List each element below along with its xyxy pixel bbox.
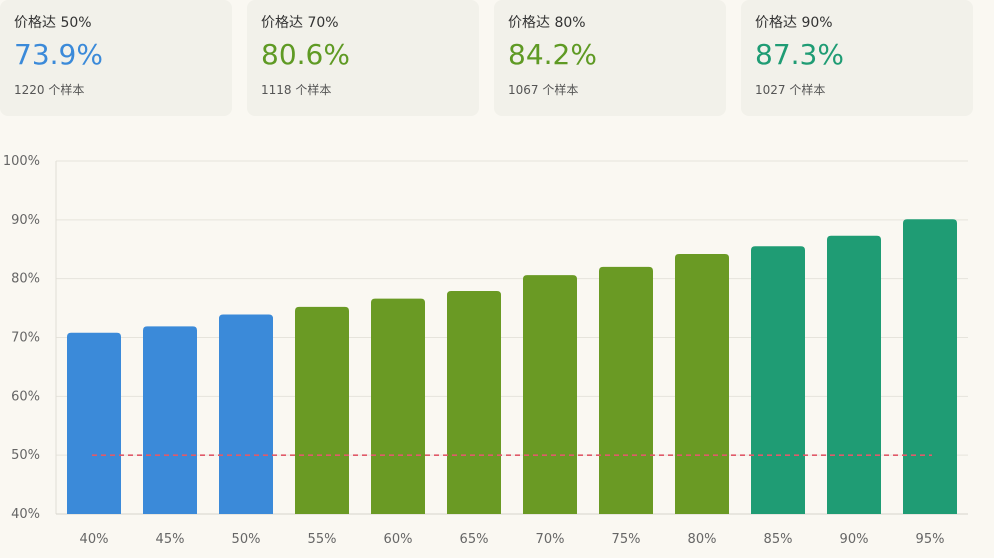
- card-sample-count: 1118 个样本: [261, 83, 332, 97]
- summary-card-50: 价格达 50% 73.9% 1220 个样本: [0, 0, 232, 116]
- card-sample-count: 1220 个样本: [14, 83, 85, 97]
- y-tick-label: 40%: [11, 507, 40, 522]
- bar-70pct: [523, 275, 577, 514]
- chart-bars: [67, 219, 957, 515]
- y-tick-label: 90%: [11, 213, 40, 228]
- bar-65pct: [447, 291, 501, 514]
- x-tick-label: 40%: [80, 532, 109, 547]
- chart-grid: [55, 160, 968, 515]
- card-value: 84.2%: [508, 38, 597, 71]
- summary-card-90: 价格达 90% 87.3% 1027 个样本: [741, 0, 973, 116]
- card-value: 80.6%: [261, 38, 350, 71]
- x-tick-label: 80%: [688, 532, 717, 547]
- card-sample-count: 1067 个样本: [508, 83, 579, 97]
- card-value: 87.3%: [755, 38, 844, 71]
- x-tick-label: 90%: [840, 532, 869, 547]
- card-label: 价格达 70%: [261, 15, 339, 31]
- bar-55pct: [295, 306, 349, 514]
- x-tick-label: 65%: [460, 532, 489, 547]
- x-tick-label: 85%: [764, 532, 793, 547]
- summary-card-70: 价格达 70% 80.6% 1118 个样本: [247, 0, 479, 116]
- x-tick-label: 95%: [916, 532, 945, 547]
- y-tick-label: 50%: [11, 448, 40, 463]
- bar-45pct: [143, 326, 197, 514]
- card-label: 价格达 50%: [14, 15, 92, 31]
- bar-75pct: [599, 266, 653, 514]
- bar-chart: 40% 50% 60% 70% 80% 90% 100% 40% 45% 50% 55% 60% 65%…: [3, 154, 968, 547]
- x-tick-label: 55%: [308, 532, 337, 547]
- card-label: 价格达 80%: [508, 15, 586, 31]
- x-tick-label: 50%: [232, 532, 261, 547]
- x-tick-label: 60%: [384, 532, 413, 547]
- card-value: 73.9%: [14, 38, 103, 71]
- bar-40pct: [67, 332, 121, 514]
- card-label: 价格达 90%: [755, 15, 833, 31]
- x-tick-label: 70%: [536, 532, 565, 547]
- y-tick-label: 60%: [11, 389, 40, 404]
- bar-90pct: [827, 235, 881, 515]
- bar-50pct: [219, 314, 273, 514]
- bar-80pct: [675, 253, 729, 514]
- bar-85pct: [751, 246, 805, 514]
- y-tick-label: 80%: [11, 272, 40, 287]
- x-tick-label: 45%: [156, 532, 185, 547]
- x-tick-label: 75%: [612, 532, 641, 547]
- bar-95pct: [903, 219, 957, 514]
- bar-chart-area: 40% 50% 60% 70% 80% 90% 100% 40% 45% 50% 55% 60% 65%…: [0, 116, 994, 554]
- y-tick-label: 100%: [3, 154, 40, 169]
- y-tick-label: 70%: [11, 331, 40, 346]
- card-sample-count: 1027 个样本: [755, 83, 826, 97]
- bar-60pct: [371, 298, 425, 514]
- summary-cards: 价格达 50% 73.9% 1220 个样本 价格达 70% 80.6% 111…: [0, 0, 994, 116]
- chart-axes: 40% 50% 60% 70% 80% 90% 100% 40% 45% 50% 55% 60% 65%…: [3, 154, 945, 547]
- summary-card-80: 价格达 80% 84.2% 1067 个样本: [494, 0, 726, 116]
